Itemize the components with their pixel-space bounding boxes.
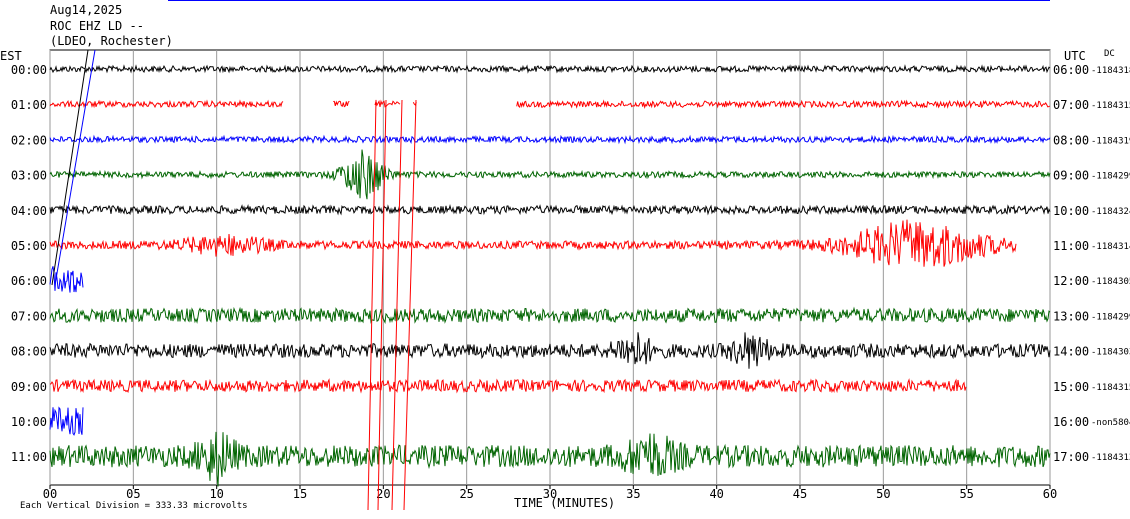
x-tick-label: 20 <box>376 487 390 501</box>
drift-line <box>54 49 96 286</box>
dc-label: DC <box>1104 49 1115 59</box>
dc-offset-label: -1184313 <box>1091 453 1130 463</box>
trace-line <box>49 378 967 394</box>
dc-offset-label: -1184305 <box>1091 277 1130 287</box>
x-tick-label: 55 <box>959 487 973 501</box>
x-tick-label: 15 <box>293 487 307 501</box>
utc-time-label: 15:00 <box>1053 380 1089 394</box>
trace-line <box>49 306 1051 324</box>
dc-offset-label: -1184299 <box>1091 172 1130 182</box>
utc-time-label: 16:00 <box>1053 415 1089 429</box>
header-station: ROC EHZ LD -- <box>50 19 144 33</box>
drift-line <box>391 99 403 511</box>
x-tick-label: 45 <box>793 487 807 501</box>
dc-offset-label: -1184314 <box>1091 242 1130 252</box>
utc-time-label: 11:00 <box>1053 239 1089 253</box>
trace-line <box>49 406 84 436</box>
x-tick-label: 30 <box>543 487 557 501</box>
utc-time-label: 10:00 <box>1053 204 1089 218</box>
drift-line <box>403 99 417 511</box>
est-time-label: 04:00 <box>11 204 47 218</box>
est-time-label: 01:00 <box>11 98 47 112</box>
est-time-label: 02:00 <box>11 133 47 147</box>
x-tick-label: 40 <box>709 487 723 501</box>
est-time-label: 09:00 <box>11 380 47 394</box>
utc-time-label: 08:00 <box>1053 133 1089 147</box>
x-tick-label: 50 <box>876 487 890 501</box>
utc-time-label: 09:00 <box>1053 169 1089 183</box>
dc-offset-label: -1184324 <box>1091 207 1130 217</box>
dc-offset-label: -1184315 <box>1091 101 1130 111</box>
est-time-label: 07:00 <box>11 309 47 323</box>
drift-line <box>377 99 387 511</box>
trace-line <box>49 431 1051 487</box>
header-location: (LDEO, Rochester) <box>50 34 173 48</box>
est-time-label: 00:00 <box>11 63 47 77</box>
trace-line <box>49 149 1051 200</box>
trace-line <box>516 99 1050 109</box>
dc-offset-label: -1184315 <box>1091 383 1130 393</box>
trace-line <box>49 219 1017 267</box>
est-time-label: 03:00 <box>11 169 47 183</box>
est-time-label: 10:00 <box>11 415 47 429</box>
trace-line <box>374 99 401 108</box>
utc-time-label: 13:00 <box>1053 309 1089 323</box>
trace-line <box>49 64 1051 74</box>
utc-time-label: 12:00 <box>1053 274 1089 288</box>
x-tick-label: 25 <box>459 487 473 501</box>
utc-time-label: 07:00 <box>1053 98 1089 112</box>
dc-offset-label: -1184299 <box>1091 312 1130 322</box>
x-tick-label: 35 <box>626 487 640 501</box>
header-date: Aug14,2025 <box>50 3 123 17</box>
trace-line <box>49 134 1051 145</box>
utc-time-label: 17:00 <box>1053 450 1089 464</box>
utc-time-label: 14:00 <box>1053 345 1089 359</box>
drift-line <box>367 99 377 511</box>
x-tick-label: 10 <box>209 487 223 501</box>
x-tick-label: 05 <box>126 487 140 501</box>
drift-line <box>51 49 89 286</box>
dc-offset-label: -1184318 <box>1091 66 1130 76</box>
x-tick-label: 00 <box>43 487 57 501</box>
dc-offset-label: -non5804 <box>1091 418 1130 428</box>
trace-line <box>49 266 84 293</box>
est-time-label: 05:00 <box>11 239 47 253</box>
est-time-label: 11:00 <box>11 450 47 464</box>
utc-time-label: 06:00 <box>1053 63 1089 77</box>
dc-offset-label: -1184303 <box>1091 348 1130 358</box>
est-time-label: 06:00 <box>11 274 47 288</box>
scale-note: Each Vertical Division = 333.33 microvol… <box>20 501 248 511</box>
left-axis-title: EST <box>0 49 22 63</box>
x-axis-label: TIME (MINUTES) <box>514 496 615 510</box>
dc-offset-label: -1184319 <box>1091 136 1130 146</box>
right-axis-title: UTC <box>1064 49 1086 63</box>
est-time-label: 08:00 <box>11 345 47 359</box>
trace-line <box>49 203 1051 216</box>
x-tick-label: 60 <box>1043 487 1057 501</box>
trace-line <box>333 100 350 108</box>
trace-line <box>49 332 1051 369</box>
trace-line <box>49 99 284 109</box>
